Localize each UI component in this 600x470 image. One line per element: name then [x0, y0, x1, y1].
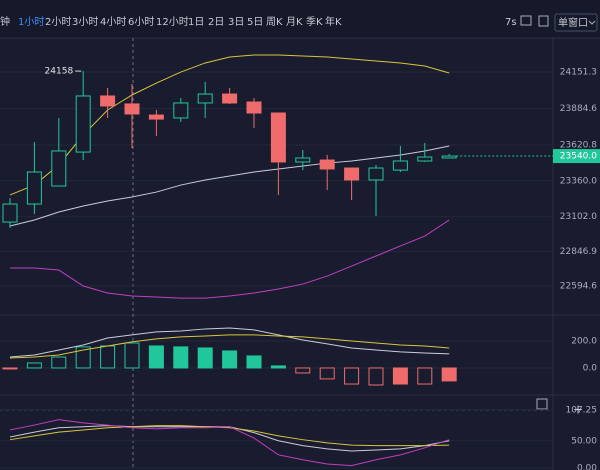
- macd-bar: [344, 367, 360, 385]
- macd-bar: [75, 346, 91, 369]
- macd-bar: [270, 365, 286, 369]
- high-marker-label: 24158: [45, 67, 74, 77]
- candle-body: [148, 114, 164, 120]
- candle-body: [222, 93, 238, 104]
- interval-tab[interactable]: 2小时: [45, 16, 71, 28]
- macd-bar: [51, 356, 67, 369]
- last-price-tag: [553, 149, 600, 164]
- candle-body: [344, 167, 360, 181]
- interval-tab[interactable]: 月K: [286, 16, 303, 28]
- interval-tab[interactable]: 3日: [228, 17, 244, 28]
- window-select[interactable]: [554, 13, 598, 32]
- indicator-line: [10, 219, 450, 299]
- candle-body: [26, 171, 42, 205]
- macd-bar: [392, 367, 408, 385]
- macd-bar: [2, 367, 18, 370]
- interval-tab[interactable]: 周K: [266, 16, 283, 28]
- candle-body: [246, 101, 262, 114]
- candle-body: [51, 150, 67, 187]
- candle-body: [319, 159, 335, 170]
- y-tick-label: 200.0: [571, 336, 597, 346]
- interval-tab[interactable]: 2日: [208, 17, 224, 28]
- indicator-line: [9, 334, 450, 359]
- panel-icon[interactable]: [536, 398, 548, 410]
- macd-bar: [441, 367, 457, 382]
- interval-tab[interactable]: 钟: [0, 15, 10, 28]
- last-price-label: 23540.0: [560, 152, 597, 162]
- macd-bar: [295, 367, 311, 374]
- interval-tab[interactable]: 4小时: [100, 16, 126, 28]
- macd-bar: [124, 342, 140, 369]
- macd-bar: [197, 347, 213, 369]
- interval-tab[interactable]: 5日: [247, 17, 263, 28]
- crosshair-plus[interactable]: +: [573, 403, 583, 417]
- candle-body: [173, 102, 189, 119]
- interval-tab[interactable]: 1小时: [18, 16, 44, 28]
- layout-icon[interactable]: [538, 15, 549, 27]
- candle-body: [392, 160, 408, 171]
- macd-bar: [319, 367, 335, 380]
- indicator-line: [9, 145, 450, 227]
- macd-bar: [100, 345, 116, 369]
- y-tick-label: 0.0: [583, 363, 598, 373]
- toolbar: [0, 0, 600, 38]
- interval-tab[interactable]: 3小时: [72, 16, 98, 28]
- candle-body: [100, 95, 116, 107]
- y-tick-label: 24151.3: [560, 67, 597, 77]
- macd-bar: [148, 345, 164, 369]
- interval-tab[interactable]: 12小时: [156, 16, 189, 28]
- indicator-line: [9, 327, 450, 358]
- candle-body: [417, 156, 433, 162]
- indicator-line: [9, 419, 450, 467]
- y-tick-label: 50.00: [571, 436, 597, 446]
- macd-bar: [246, 355, 262, 369]
- macd-bar: [368, 367, 384, 386]
- y-tick-label: 0.00: [577, 463, 597, 470]
- interval-tab[interactable]: 6小时: [128, 16, 154, 28]
- dropdown-arrow: [588, 20, 596, 25]
- interval-tab[interactable]: 季K: [306, 16, 323, 28]
- y-tick-label: 23884.6: [560, 104, 597, 114]
- macd-bar: [222, 350, 238, 369]
- candle-body: [124, 103, 140, 115]
- fullscreen-icon[interactable]: [520, 15, 532, 26]
- y-tick-label: 23360.0: [560, 176, 597, 186]
- y-tick-label: 22846.9: [560, 247, 597, 257]
- macd-bar: [173, 346, 189, 369]
- candle-body: [441, 155, 457, 159]
- candle-body: [75, 95, 91, 153]
- y-tick-label: 22594.6: [560, 282, 597, 292]
- candle-body: [368, 167, 384, 181]
- interval-tab[interactable]: 年K: [325, 15, 342, 28]
- candle-body: [197, 93, 213, 104]
- window-select-label: 单窗口: [558, 16, 588, 29]
- candle-body: [295, 157, 311, 163]
- y-tick-label: 23620.8: [560, 140, 597, 150]
- interval-tab[interactable]: 1日: [188, 17, 204, 28]
- macd-bar: [26, 362, 42, 369]
- macd-bar: [417, 367, 433, 385]
- indicator-line: [9, 425, 450, 447]
- candle-body: [270, 112, 286, 163]
- refresh-rate[interactable]: 7s: [505, 17, 517, 28]
- y-tick-label: 23102.0: [560, 212, 597, 222]
- y-tick-label: 107.25: [566, 405, 598, 415]
- candle-body: [2, 203, 18, 223]
